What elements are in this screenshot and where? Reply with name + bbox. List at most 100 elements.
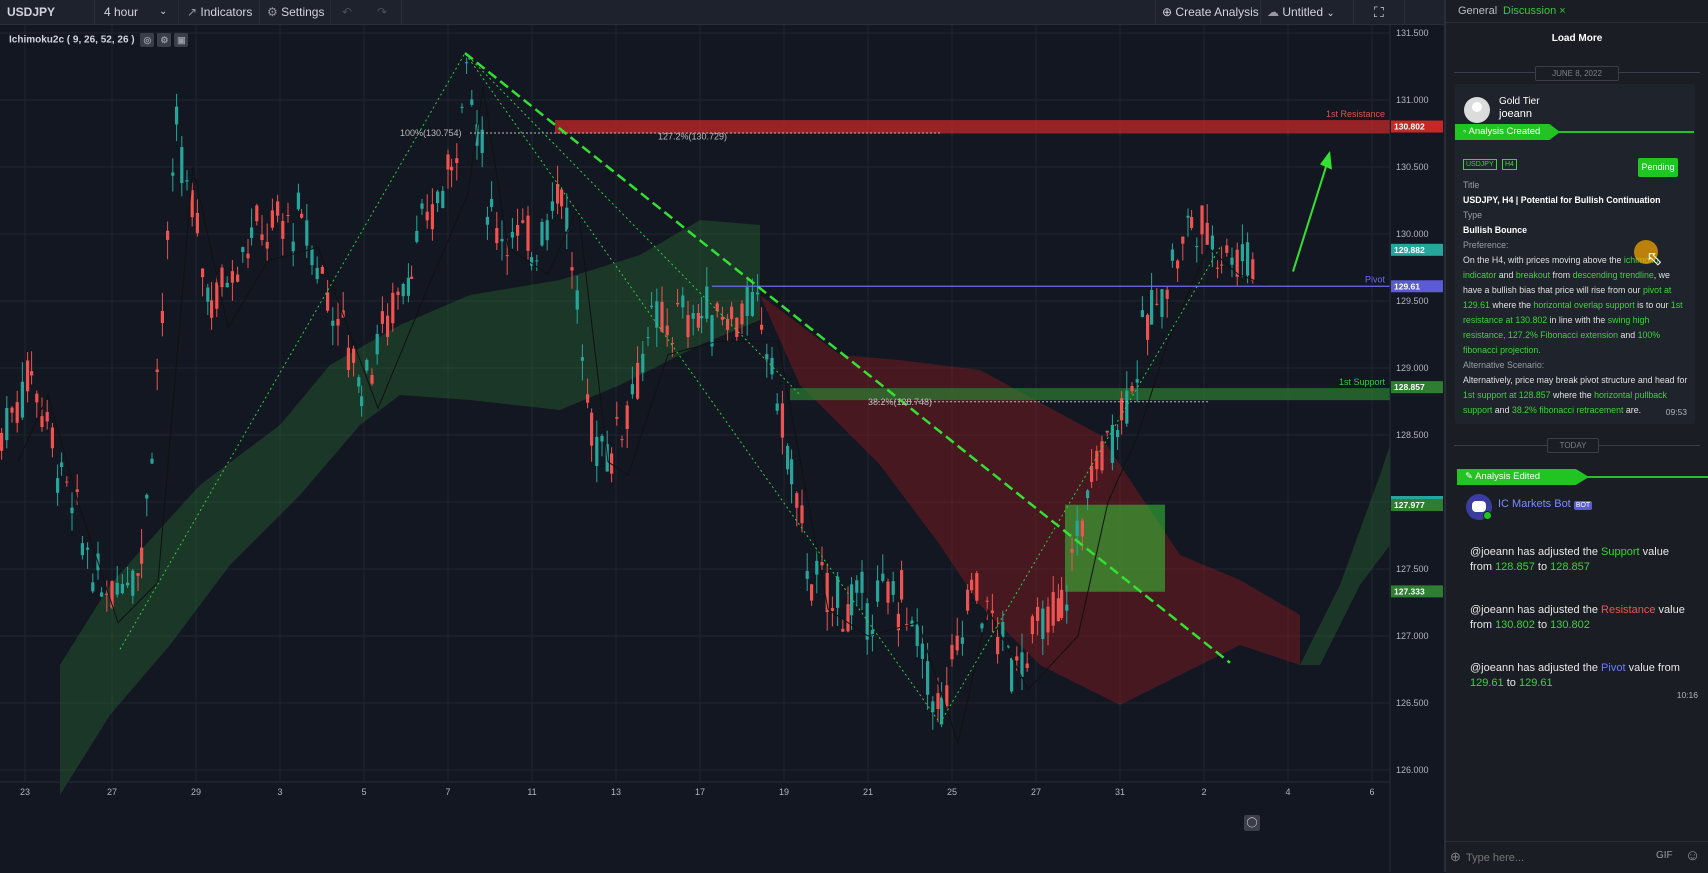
candle-body — [1200, 205, 1204, 235]
interval-label: 4 hour — [104, 5, 139, 19]
candle-body — [56, 478, 60, 493]
candle-body — [1216, 267, 1220, 269]
chat-input[interactable] — [1464, 847, 1648, 869]
price-tag-label: 130.802 — [1394, 122, 1425, 132]
bot-name[interactable]: IC Markets Bot BOT — [1498, 498, 1593, 510]
emoji-icon[interactable]: ☺ — [1685, 847, 1701, 864]
tab-general[interactable]: General — [1458, 5, 1498, 17]
load-more-button[interactable]: Load More — [1551, 33, 1603, 44]
candle-body — [1075, 520, 1079, 536]
candle-body — [1225, 245, 1229, 253]
candle-body — [0, 432, 4, 451]
price-tag — [1391, 120, 1443, 133]
bot-name-label: IC Markets Bot — [1498, 498, 1571, 510]
candle-body — [750, 292, 754, 316]
candle-body — [975, 573, 979, 601]
symbol-selector[interactable]: USDJPY — [7, 5, 56, 19]
highlight: 1st resistance at 130.802 — [1463, 300, 1683, 325]
cloud-icon: ☁ — [1267, 5, 1279, 19]
candle-body — [786, 445, 790, 470]
tab-discussion[interactable]: Discussion × — [1503, 0, 1566, 22]
undo-icon[interactable]: ↶ — [342, 5, 353, 19]
candle-body — [586, 394, 590, 403]
date-tick-label: 7 — [445, 787, 450, 797]
new-value: 130.802 — [1550, 619, 1590, 631]
title-label: Title — [1463, 180, 1480, 190]
avatar[interactable] — [1464, 97, 1490, 123]
price-tick-label: 130.500 — [1396, 162, 1429, 172]
alt-scenario-label: Alternative Scenario: — [1463, 360, 1545, 370]
highlight: horizontal overlap support — [1533, 300, 1635, 310]
layout-name: Untitled — [1282, 5, 1324, 19]
candle-body — [610, 453, 614, 474]
text: and — [1492, 405, 1512, 415]
candle-body — [920, 643, 924, 659]
candle-body — [365, 359, 369, 371]
close-icon[interactable]: × — [1559, 5, 1566, 17]
divider — [1155, 0, 1156, 24]
candle-body — [415, 230, 419, 242]
candle-body — [926, 661, 930, 695]
candle-body — [136, 573, 140, 576]
candle-body — [756, 292, 760, 295]
candle-body — [265, 241, 269, 249]
candle-body — [450, 166, 454, 171]
mention[interactable]: @joeann — [1470, 604, 1515, 616]
add-icon[interactable]: ⊕ — [1450, 849, 1461, 864]
trash-icon[interactable]: ▣ — [174, 33, 189, 47]
eye-icon[interactable]: ◎ — [140, 33, 155, 47]
candle-body — [241, 247, 245, 253]
candle-body — [1146, 314, 1150, 340]
settings-button[interactable]: ⚙ Settings — [267, 0, 324, 24]
candle-body — [625, 405, 629, 430]
redo-icon[interactable]: ↷ — [377, 5, 388, 19]
panel-divider[interactable] — [1444, 0, 1446, 872]
date-tick-label: 3 — [277, 787, 282, 797]
fullscreen-icon[interactable]: ⛶ — [1374, 4, 1384, 20]
candle-body — [881, 573, 885, 581]
interval-selector[interactable]: 4 hour ⌄ — [104, 0, 167, 24]
create-analysis-button[interactable]: ⊕ Create Analysis — [1162, 0, 1259, 24]
candle-body — [855, 580, 859, 593]
candle-body — [665, 325, 669, 336]
candle-body — [900, 570, 904, 600]
text: , we have a bullish bias that price will… — [1463, 270, 1670, 295]
layout-selector[interactable]: ☁ Untitled ⌄ — [1267, 0, 1335, 24]
text: is to our — [1634, 300, 1671, 310]
price-tick-label: 131.500 — [1396, 28, 1429, 38]
gear-icon[interactable]: ⚙ — [157, 33, 172, 47]
timeframe-tag[interactable]: H4 — [1502, 159, 1517, 170]
indicators-button[interactable]: ↗ Indicators — [187, 0, 252, 24]
bot-avatar[interactable] — [1466, 494, 1492, 520]
lightbulb-icon[interactable]: ◯ — [1244, 815, 1260, 831]
candle-body — [886, 581, 890, 603]
settings-label: Settings — [281, 5, 325, 19]
candle-body — [281, 221, 285, 239]
symbol-tag[interactable]: USDJPY — [1463, 159, 1497, 170]
mention[interactable]: @joeann — [1470, 546, 1515, 558]
date-tick-label: 19 — [779, 787, 789, 797]
price-tag-label: 129.882 — [1394, 245, 1425, 255]
chart-area[interactable]: 1st Resistance Pivot 1st Support 100%(130.7… — [0, 25, 1444, 872]
preference-label: Preference: — [1463, 240, 1509, 250]
candle-body — [270, 210, 274, 228]
candle-body — [1205, 222, 1209, 245]
chat-message: @joeann has adjusted the Support value f… — [1470, 545, 1690, 575]
price-chart[interactable]: 1st Resistance Pivot 1st Support 100%(130.7… — [0, 25, 1444, 872]
banner-label: Analysis Edited — [1475, 471, 1541, 482]
candle-body — [860, 571, 864, 593]
mention[interactable]: @joeann — [1470, 662, 1515, 674]
text: to — [1503, 677, 1519, 689]
candle-body — [201, 268, 205, 278]
candle-body — [1070, 548, 1074, 553]
indicator-legend: Ichimoku2c ( 9, 26, 52, 26 ) ◎ ⚙ ▣ — [9, 33, 189, 47]
candle-body — [110, 581, 114, 608]
alt-scenario-text: Alternatively, price may break pivot str… — [1463, 373, 1688, 418]
gif-button[interactable]: GIF — [1656, 850, 1673, 861]
user-name[interactable]: joeann — [1499, 108, 1533, 120]
candle-body — [915, 624, 919, 646]
new-value: 129.61 — [1518, 677, 1553, 689]
candle-body — [336, 318, 340, 326]
candle-body — [550, 201, 554, 211]
candle-body — [650, 305, 654, 308]
